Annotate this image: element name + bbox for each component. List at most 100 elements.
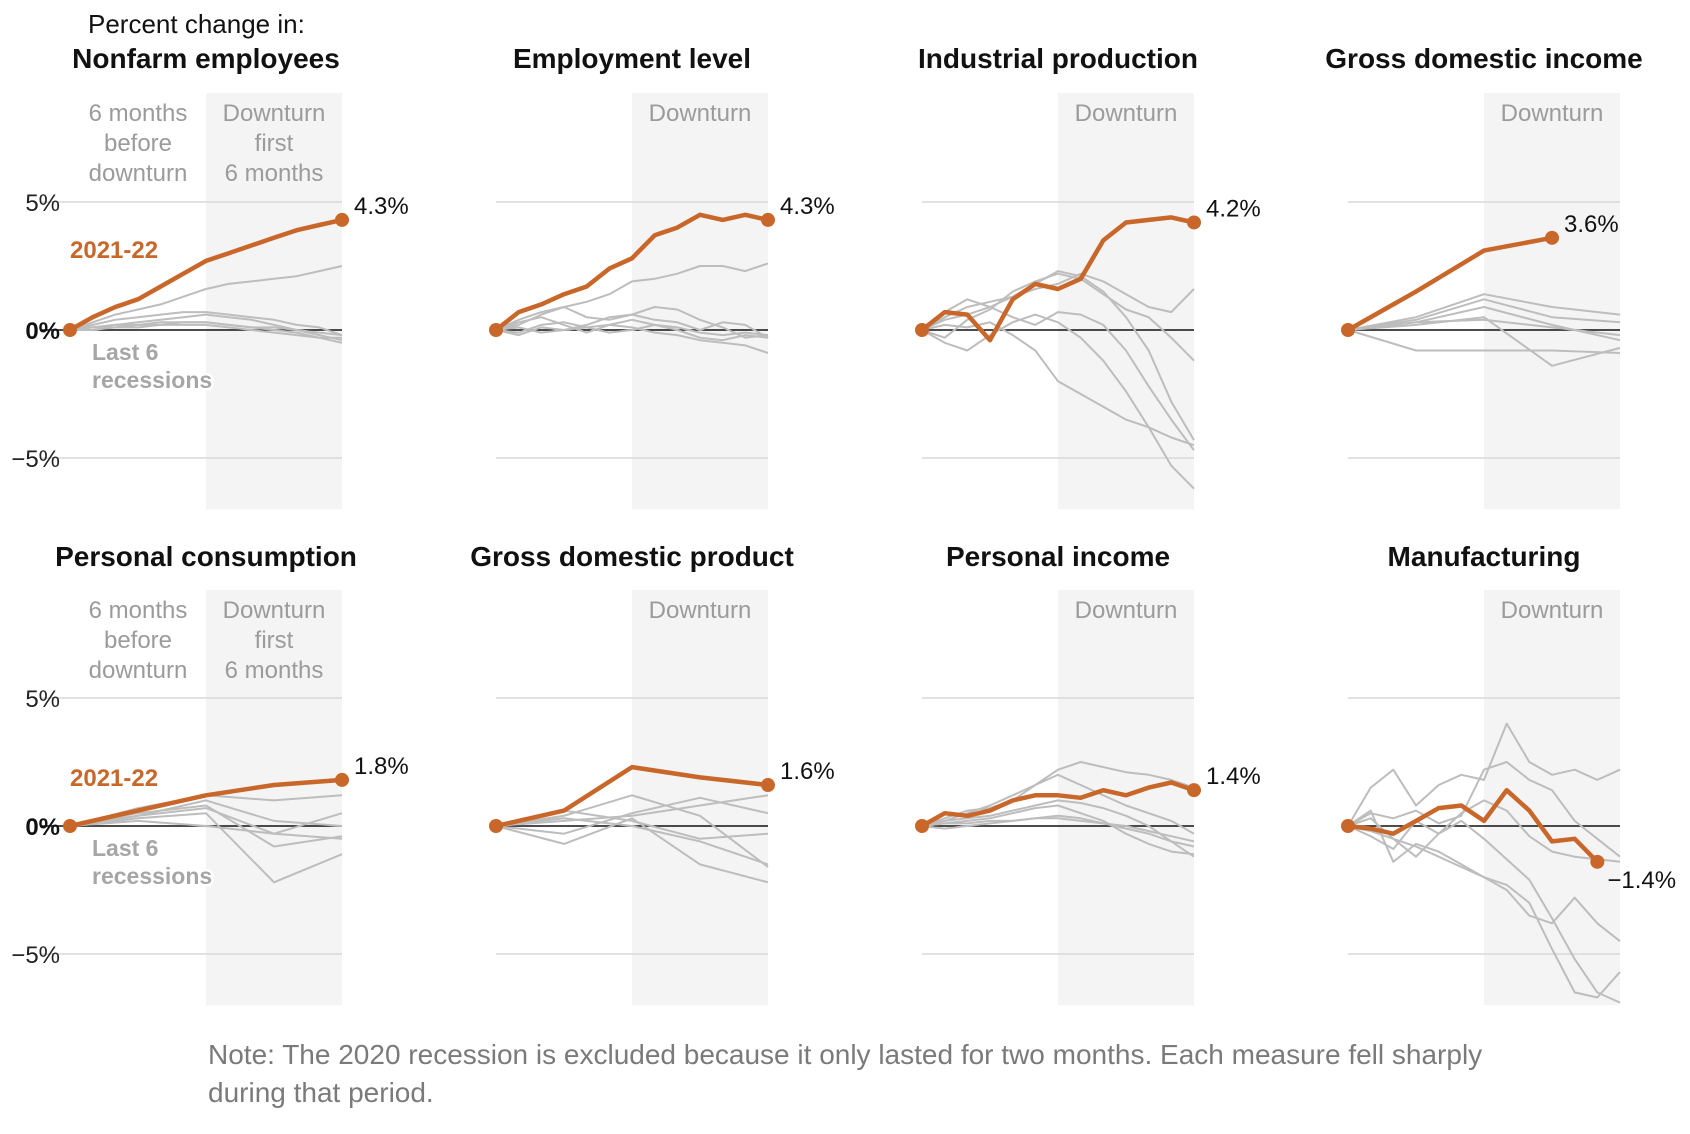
current-series-line [67,777,345,829]
start-point [1341,323,1355,337]
past-series-label: Last 6 [92,835,158,861]
before-downturn-label: before [104,627,172,654]
panel-title: Gross domestic product [470,541,794,572]
past-recession-line [921,799,1195,858]
downturn-label: first [255,130,294,157]
downturn-shade [1058,93,1194,510]
downturn-label: 6 months [225,160,324,187]
y-tick-label: −5% [11,942,60,969]
downturn-label: Downturn [223,100,326,127]
past-recession-line [921,761,1195,827]
start-point [915,819,929,833]
past-recession-line [1347,329,1621,354]
before-downturn-label: downturn [89,160,188,187]
past-recession-line [495,817,769,866]
downturn-label: 6 months [225,657,324,684]
past-recession-line [69,819,343,840]
chart-panel-nonfarm-employees: 5% 0% −5% Nonfarm employees 6 months before do… [11,43,409,510]
y-tick-label: −5% [11,446,60,473]
current-series-line [919,215,1197,343]
past-recession-line [921,270,1195,441]
chart-panel-gross-domestic-income: Gross domestic income Downturn 3.6% [1325,43,1643,510]
start-point [1341,819,1355,833]
chart-panel-personal-income: Personal income Downturn 1.4% [915,541,1261,1006]
past-recession-line [495,796,769,835]
past-recession-line [495,817,769,884]
past-recession-line [69,812,343,884]
before-downturn-label: 6 months [89,597,188,624]
downturn-shade [632,93,768,510]
past-recession-line [1347,761,1621,858]
downturn-shade [206,93,342,510]
chart-panel-manufacturing: Manufacturing Downturn −1.4% [1341,541,1676,1006]
start-point [489,323,503,337]
panel-title: Industrial production [918,43,1198,74]
downturn-label: Downturn [1501,100,1604,127]
past-recession-line [1347,318,1621,337]
before-downturn-label: 6 months [89,100,188,127]
past-series-label: recessions [92,367,212,393]
end-value-label: 4.2% [1206,195,1261,222]
downturn-label: first [255,627,294,654]
end-value-label: 1.4% [1206,763,1261,790]
footnote: Note: The 2020 recession is excluded bec… [208,1039,1483,1108]
past-recession-line [1347,293,1621,331]
past-recession-line [1347,316,1621,367]
end-point [761,212,775,227]
current-series-line [493,764,771,829]
past-recession-line [1347,799,1621,863]
past-recession-line [921,814,1195,848]
panel-title: Nonfarm employees [72,43,340,74]
past-recession-line [69,311,343,337]
end-value-label: 4.3% [354,193,409,220]
past-recession-line [921,773,1195,835]
past-recession-line [69,799,343,827]
start-point [63,323,77,337]
past-recession-line [495,321,769,337]
past-recession-line [495,313,769,339]
downturn-label: Downturn [1075,100,1178,127]
end-point [335,212,349,227]
end-value-label: 1.6% [780,758,835,785]
current-series-line [1345,787,1600,865]
downturn-label: Downturn [649,100,752,127]
past-recession-line [69,321,343,337]
past-recession-line [69,265,343,331]
current-series-line [919,780,1197,829]
past-recession-line [921,272,1195,331]
past-recession-line [921,321,1195,447]
panel-title: Employment level [513,43,751,74]
end-value-label: 1.8% [354,753,409,780]
past-recession-line [921,272,1195,362]
past-recession-line [495,323,769,354]
past-series-label: Last 6 [92,339,158,365]
subtitle: Percent change in: [88,9,305,39]
downturn-label: Downturn [1501,597,1604,624]
y-tick-label: 0% [25,318,60,345]
past-recession-line [1347,298,1621,331]
downturn-label: Downturn [649,597,752,624]
before-downturn-label: downturn [89,657,188,684]
y-tick-label: 0% [25,814,60,841]
current-series-label: 2021-22 [70,765,158,792]
downturn-shade [1484,93,1620,510]
current-series-line [493,212,771,333]
chart-panel-industrial-production: Industrial production Downturn 4.2% [915,43,1261,510]
before-downturn-label: before [104,130,172,157]
past-recession-line [921,817,1195,843]
past-series-label: recessions [92,863,212,889]
y-tick-label: 5% [25,686,60,713]
past-recession-line [921,804,1195,856]
downturn-label: Downturn [223,597,326,624]
past-recession-line [495,316,769,342]
chart-panel-personal-consumption: 5% 0% −5% Personal consumption 6 months befor… [11,541,409,1006]
panel-title: Manufacturing [1388,541,1581,572]
end-point [1545,230,1559,245]
past-recession-line [495,794,769,868]
end-point [1187,783,1201,798]
chart-panel-employment-level: Employment level Downturn 4.3% [489,43,835,510]
past-recession-line [1347,722,1621,827]
panel-title: Personal consumption [55,541,357,572]
end-point [1590,854,1605,869]
y-tick-label: 5% [25,190,60,217]
